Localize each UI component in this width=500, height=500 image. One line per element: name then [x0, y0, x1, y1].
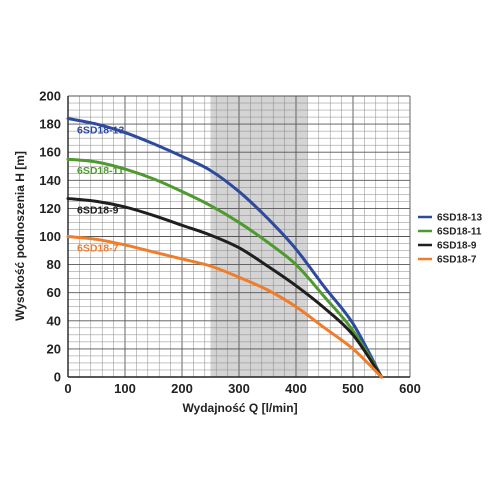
- y-tick-label: 20: [47, 341, 61, 356]
- x-tick-label: 400: [285, 381, 307, 396]
- x-tick-label: 100: [114, 381, 136, 396]
- series-label-6SD18-11: 6SD18-11: [77, 165, 124, 177]
- x-axis-label: Wydajność Q [l/min]: [182, 401, 297, 415]
- y-tick-label: 0: [54, 370, 61, 385]
- series-line-6SD18-13: [66, 116, 383, 379]
- legend-label: 6SD18-13: [437, 213, 482, 224]
- series-line-6SD18-7: [66, 235, 383, 379]
- legend: 6SD18-13 6SD18-11 6SD18-9 6SD18-7: [418, 213, 482, 266]
- y-tick-label: 140: [39, 173, 61, 188]
- y-tick-label: 60: [47, 285, 61, 300]
- series-line-6SD18-11: [66, 157, 383, 379]
- y-tick-label: 160: [39, 145, 61, 160]
- series-lines: [66, 116, 383, 379]
- legend-label: 6SD18-11: [437, 227, 482, 238]
- x-tick-label: 600: [399, 381, 421, 396]
- y-tick-label: 80: [47, 257, 61, 272]
- series-label-6SD18-13: 6SD18-13: [77, 124, 124, 136]
- x-tick-label: 500: [342, 381, 364, 396]
- y-tick-labels: 0 20 40 60 80 100 120 140 160 180 200: [39, 89, 61, 385]
- series-label-6SD18-7: 6SD18-7: [77, 243, 119, 255]
- series-labels: 6SD18-13 6SD18-11 6SD18-9 6SD18-7: [77, 124, 124, 254]
- x-tick-label: 300: [228, 381, 250, 396]
- x-tick-labels: 0 100 200 300 400 500 600: [64, 381, 420, 396]
- y-tick-label: 200: [39, 89, 61, 104]
- y-axis-label: Wysokość podnoszenia H [m]: [13, 151, 27, 321]
- y-tick-label: 120: [39, 201, 61, 216]
- series-line-6SD18-9: [66, 197, 383, 379]
- series-label-6SD18-9: 6SD18-9: [77, 205, 119, 217]
- y-tick-label: 180: [39, 117, 61, 132]
- legend-label: 6SD18-9: [437, 241, 477, 252]
- x-tick-label: 200: [171, 381, 193, 396]
- legend-label: 6SD18-7: [437, 255, 477, 266]
- y-tick-label: 100: [39, 229, 61, 244]
- y-tick-label: 40: [47, 313, 61, 328]
- x-tick-label: 0: [64, 381, 71, 396]
